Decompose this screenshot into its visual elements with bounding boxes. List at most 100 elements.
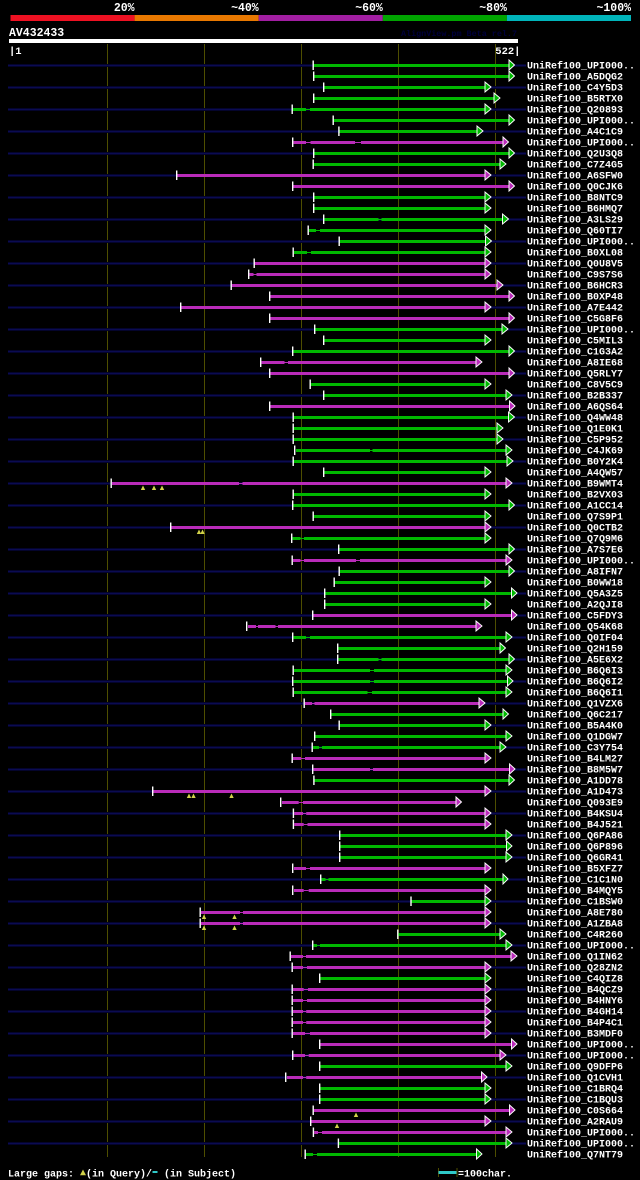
svg-text:UniRef100_B4HNY6: UniRef100_B4HNY6 bbox=[527, 996, 623, 1008]
svg-text:UniRef100_Q2U3Q8: UniRef100_Q2U3Q8 bbox=[527, 149, 623, 161]
svg-text:~40%: ~40% bbox=[231, 2, 259, 15]
svg-text:UniRef100_A8E780: UniRef100_A8E780 bbox=[527, 908, 623, 920]
svg-text:UniRef100_UPI000..: UniRef100_UPI000.. bbox=[527, 237, 635, 249]
svg-text:UniRef100_Q2H159: UniRef100_Q2H159 bbox=[527, 644, 623, 656]
svg-text:UniRef100_Q28ZN2: UniRef100_Q28ZN2 bbox=[527, 963, 623, 975]
svg-text:UniRef100_C1BSW0: UniRef100_C1BSW0 bbox=[527, 897, 623, 909]
svg-text:UniRef100_UPI000..: UniRef100_UPI000.. bbox=[527, 61, 635, 73]
svg-text:UniRef100_Q0IF04: UniRef100_Q0IF04 bbox=[527, 633, 623, 645]
svg-text:UniRef100_UPI000..: UniRef100_UPI000.. bbox=[527, 1040, 635, 1052]
svg-text:AlignView.pm Beta rel.7: AlignView.pm Beta rel.7 bbox=[401, 29, 517, 39]
svg-text:UniRef100_B4MQY5: UniRef100_B4MQY5 bbox=[527, 886, 623, 898]
svg-text:UniRef100_B6Q6I3: UniRef100_B6Q6I3 bbox=[527, 666, 623, 678]
svg-text:UniRef100_C3Y754: UniRef100_C3Y754 bbox=[527, 743, 623, 755]
svg-text:UniRef100_A1ZBA8: UniRef100_A1ZBA8 bbox=[527, 919, 623, 931]
svg-text:UniRef100_UPI000..: UniRef100_UPI000.. bbox=[527, 325, 635, 337]
svg-text:AV432433: AV432433 bbox=[9, 27, 64, 40]
svg-text:UniRef100_B2VX03: UniRef100_B2VX03 bbox=[527, 490, 623, 502]
svg-text:UniRef100_B4LM27: UniRef100_B4LM27 bbox=[527, 754, 623, 766]
svg-text:UniRef100_C4JK69: UniRef100_C4JK69 bbox=[527, 446, 623, 458]
svg-text:UniRef100_A4C1C9: UniRef100_A4C1C9 bbox=[527, 127, 623, 139]
svg-text:UniRef100_A5E6X2: UniRef100_A5E6X2 bbox=[527, 655, 623, 667]
svg-text:UniRef100_Q093E9: UniRef100_Q093E9 bbox=[527, 798, 623, 810]
svg-text:UniRef100_B4QCZ9: UniRef100_B4QCZ9 bbox=[527, 985, 623, 997]
svg-text:UniRef100_Q0CJK6: UniRef100_Q0CJK6 bbox=[527, 182, 623, 194]
svg-text:UniRef100_B4GH14: UniRef100_B4GH14 bbox=[527, 1007, 623, 1019]
svg-text:UniRef100_Q7S9P1: UniRef100_Q7S9P1 bbox=[527, 512, 623, 524]
svg-text:UniRef100_UPI000..: UniRef100_UPI000.. bbox=[527, 138, 635, 150]
svg-text:UniRef100_Q54K68: UniRef100_Q54K68 bbox=[527, 622, 623, 634]
svg-text:UniRef100_A6SFW0: UniRef100_A6SFW0 bbox=[527, 171, 623, 183]
svg-text:UniRef100_C0S664: UniRef100_C0S664 bbox=[527, 1106, 623, 1118]
svg-text:UniRef100_UPI000..: UniRef100_UPI000.. bbox=[527, 116, 635, 128]
svg-text:UniRef100_B0XP48: UniRef100_B0XP48 bbox=[527, 292, 623, 304]
svg-text:UniRef100_A8IE68: UniRef100_A8IE68 bbox=[527, 358, 623, 370]
svg-text:UniRef100_Q1VZX6: UniRef100_Q1VZX6 bbox=[527, 699, 623, 711]
svg-text:UniRef100_A2QJI8: UniRef100_A2QJI8 bbox=[527, 600, 623, 612]
svg-text:UniRef100_C8V5C9: UniRef100_C8V5C9 bbox=[527, 380, 623, 392]
svg-text:UniRef100_B8M5W7: UniRef100_B8M5W7 bbox=[527, 765, 623, 777]
svg-text:UniRef100_Q5RLY7: UniRef100_Q5RLY7 bbox=[527, 369, 623, 381]
svg-text:UniRef100_B6HCR3: UniRef100_B6HCR3 bbox=[527, 281, 623, 293]
svg-text:UniRef100_B5XFZ7: UniRef100_B5XFZ7 bbox=[527, 864, 623, 876]
svg-text:UniRef100_C4Y5D3: UniRef100_C4Y5D3 bbox=[527, 83, 623, 95]
svg-text:UniRef100_C5MIL3: UniRef100_C5MIL3 bbox=[527, 336, 623, 348]
svg-text:UniRef100_B6Q6I1: UniRef100_B6Q6I1 bbox=[527, 688, 623, 700]
svg-text:UniRef100_C1BRQ4: UniRef100_C1BRQ4 bbox=[527, 1084, 623, 1096]
svg-text:UniRef100_B6Q6I2: UniRef100_B6Q6I2 bbox=[527, 677, 623, 689]
svg-text:UniRef100_UPI000..: UniRef100_UPI000.. bbox=[527, 941, 635, 953]
svg-text:UniRef100_B0XL08: UniRef100_B0XL08 bbox=[527, 248, 623, 260]
svg-text:UniRef100_C4R260: UniRef100_C4R260 bbox=[527, 930, 623, 942]
svg-text:UniRef100_Q0CTB2: UniRef100_Q0CTB2 bbox=[527, 523, 623, 535]
svg-text:UniRef100_B2B337: UniRef100_B2B337 bbox=[527, 391, 623, 403]
svg-text:UniRef100_Q0U8V5: UniRef100_Q0U8V5 bbox=[527, 259, 623, 271]
svg-text:UniRef100_C7Z4G5: UniRef100_C7Z4G5 bbox=[527, 160, 623, 172]
svg-text:UniRef100_A2RAU9: UniRef100_A2RAU9 bbox=[527, 1117, 623, 1129]
svg-text:UniRef100_B4KSU4: UniRef100_B4KSU4 bbox=[527, 809, 623, 821]
svg-text:UniRef100_Q6P896: UniRef100_Q6P896 bbox=[527, 842, 623, 854]
svg-text:UniRef100_UPI000..: UniRef100_UPI000.. bbox=[527, 1051, 635, 1063]
svg-text:UniRef100_Q6GR41: UniRef100_Q6GR41 bbox=[527, 853, 623, 865]
svg-text:UniRef100_C5G8F6: UniRef100_C5G8F6 bbox=[527, 314, 623, 326]
svg-text:UniRef100_A6QS64: UniRef100_A6QS64 bbox=[527, 402, 623, 414]
svg-text:UniRef100_B5A4K0: UniRef100_B5A4K0 bbox=[527, 721, 623, 733]
svg-text:UniRef100_Q9DFP6: UniRef100_Q9DFP6 bbox=[527, 1062, 623, 1074]
svg-text:(in Query)/: (in Query)/ bbox=[86, 1169, 152, 1180]
svg-text:UniRef100_Q5A3Z5: UniRef100_Q5A3Z5 bbox=[527, 589, 623, 601]
svg-text:UniRef100_B0WW18: UniRef100_B0WW18 bbox=[527, 578, 623, 590]
svg-text:UniRef100_Q1E0K1: UniRef100_Q1E0K1 bbox=[527, 424, 623, 436]
svg-text:UniRef100_Q1CVH1: UniRef100_Q1CVH1 bbox=[527, 1073, 623, 1085]
svg-text:UniRef100_A7E442: UniRef100_A7E442 bbox=[527, 303, 623, 315]
svg-text:UniRef100_A1DD78: UniRef100_A1DD78 bbox=[527, 776, 623, 788]
svg-text:UniRef100_Q6C217: UniRef100_Q6C217 bbox=[527, 710, 623, 722]
svg-text:UniRef100_Q1IN62: UniRef100_Q1IN62 bbox=[527, 952, 623, 964]
svg-text:UniRef100_A5DQG2: UniRef100_A5DQG2 bbox=[527, 72, 623, 84]
svg-text:522|: 522| bbox=[495, 46, 520, 58]
svg-text:UniRef100_Q6PA86: UniRef100_Q6PA86 bbox=[527, 831, 623, 843]
svg-text:UniRef100_Q4WW48: UniRef100_Q4WW48 bbox=[527, 413, 623, 425]
svg-text:UniRef100_Q7Q9M6: UniRef100_Q7Q9M6 bbox=[527, 534, 623, 546]
svg-text:UniRef100_UPI000..: UniRef100_UPI000.. bbox=[527, 556, 635, 568]
svg-text:~60%: ~60% bbox=[355, 2, 383, 15]
svg-text:UniRef100_C1BQU3: UniRef100_C1BQU3 bbox=[527, 1095, 623, 1107]
svg-text:UniRef100_B3MDF0: UniRef100_B3MDF0 bbox=[527, 1029, 623, 1041]
svg-text:UniRef100_C1C1N0: UniRef100_C1C1N0 bbox=[527, 875, 623, 887]
svg-text:~80%: ~80% bbox=[479, 2, 507, 15]
svg-text:UniRef100_A7S7E6: UniRef100_A7S7E6 bbox=[527, 545, 623, 557]
svg-text:UniRef100_B5RTX0: UniRef100_B5RTX0 bbox=[527, 94, 623, 106]
svg-text:UniRef100_A8IFN7: UniRef100_A8IFN7 bbox=[527, 567, 623, 579]
svg-text:UniRef100_B9WMT4: UniRef100_B9WMT4 bbox=[527, 479, 623, 491]
svg-text:UniRef100_C5P952: UniRef100_C5P952 bbox=[527, 435, 623, 447]
svg-text:UniRef100_B6HMQ7: UniRef100_B6HMQ7 bbox=[527, 204, 623, 216]
svg-text:UniRef100_C4QIZ8: UniRef100_C4QIZ8 bbox=[527, 974, 623, 986]
svg-text:UniRef100_C9S7S6: UniRef100_C9S7S6 bbox=[527, 270, 623, 282]
svg-text:UniRef100_B4J521: UniRef100_B4J521 bbox=[527, 820, 623, 832]
svg-text:UniRef100_A1D473: UniRef100_A1D473 bbox=[527, 787, 623, 799]
svg-text:Large gaps:: Large gaps: bbox=[8, 1170, 74, 1180]
svg-text:UniRef100_A1CC14: UniRef100_A1CC14 bbox=[527, 501, 623, 513]
svg-text:=100char.: =100char. bbox=[458, 1169, 512, 1180]
svg-text:UniRef100_Q7NT79: UniRef100_Q7NT79 bbox=[527, 1150, 623, 1162]
svg-text:UniRef100_Q20893: UniRef100_Q20893 bbox=[527, 105, 623, 117]
svg-text:UniRef100_UPI000..: UniRef100_UPI000.. bbox=[527, 1128, 635, 1140]
svg-text:UniRef100_Q60TI7: UniRef100_Q60TI7 bbox=[527, 226, 623, 238]
